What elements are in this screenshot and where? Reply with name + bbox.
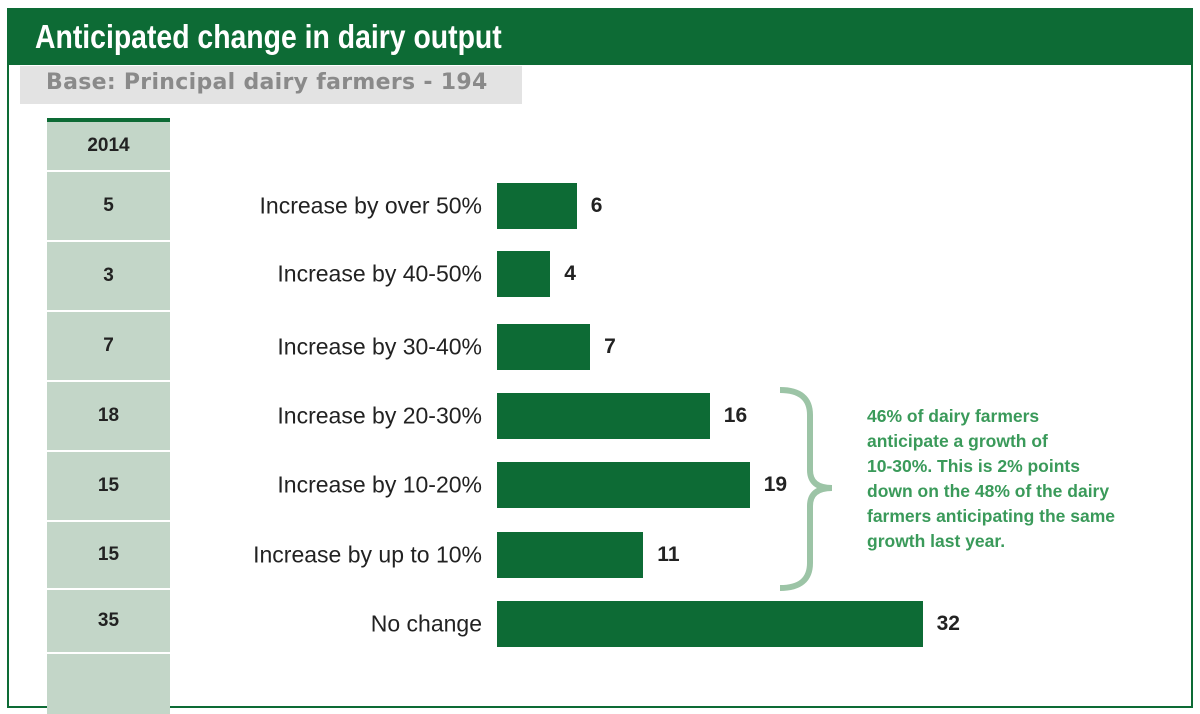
comparison-value: 15 (47, 522, 170, 588)
annotation: 46% of dairy farmers anticipate a growth … (867, 404, 1187, 554)
data-label: 16 (723, 404, 748, 427)
data-label: 6 (590, 194, 603, 217)
data-label: 19 (763, 473, 788, 496)
bar (497, 393, 710, 439)
data-label: 32 (936, 612, 960, 635)
annotation-line: anticipate a growth of (867, 431, 1048, 451)
bar (497, 601, 923, 647)
chart-title: Anticipated change in dairy output (35, 18, 502, 55)
bar (497, 324, 591, 370)
comparison-value: 15 (47, 452, 170, 520)
data-label: 7 (604, 335, 616, 358)
comparison-value: 18 (47, 382, 170, 450)
bar (497, 251, 551, 297)
category-label: No change (370, 610, 482, 637)
chart-subtitle: Base: Principal dairy farmers - 194 (20, 66, 522, 104)
category-label: Increase by over 50% (259, 192, 482, 219)
bar (497, 532, 644, 578)
annotation-line: growth last year. (867, 531, 1006, 551)
category-label: Increase by 40-50% (277, 260, 482, 287)
bar (497, 462, 750, 508)
annotation-line: 10-30%. This is 2% points (867, 456, 1080, 476)
data-label: 11 (657, 543, 680, 566)
category-label: Increase by 10-20% (277, 471, 482, 498)
annotation-line: farmers anticipating the same (867, 506, 1115, 526)
comparison-value: 5 (47, 172, 170, 240)
bar (497, 183, 577, 229)
category-label: Increase by 30-40% (277, 333, 482, 360)
comparison-cell (47, 654, 170, 714)
comparison-value: 7 (47, 312, 170, 380)
title-bar: Anticipated change in dairy output (7, 8, 1193, 65)
annotation-line: 46% of dairy farmers (867, 406, 1040, 426)
data-label: 4 (564, 262, 576, 285)
category-label: Increase by up to 10% (253, 541, 482, 568)
bracket-icon (779, 387, 833, 591)
comparison-value: 35 (47, 590, 170, 652)
comparison-value: 3 (47, 242, 170, 310)
comparison-column-header: 2014 (47, 118, 170, 170)
annotation-line: down on the 48% of the dairy (867, 481, 1110, 501)
category-label: Increase by 20-30% (277, 402, 482, 429)
